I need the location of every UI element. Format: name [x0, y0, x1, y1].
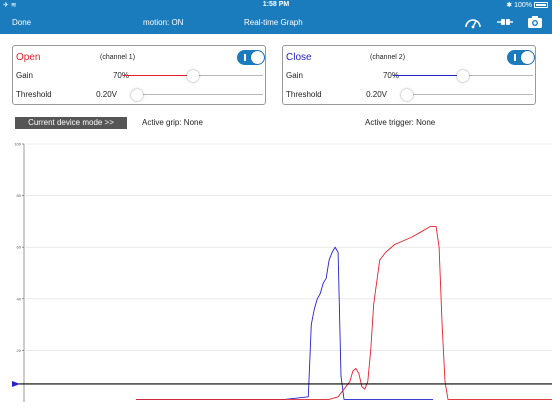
channel-number: (channel 2)	[370, 54, 406, 61]
active-grip-status: Active grip: None	[142, 118, 203, 127]
channel-number: (channel 1)	[100, 54, 136, 61]
gain-label: Gain	[286, 71, 303, 80]
motion-status[interactable]: motion: ON	[143, 18, 184, 27]
toggle-on-mark	[514, 54, 516, 61]
y-tick-label: 60	[17, 245, 22, 250]
slider-thumb[interactable]	[187, 70, 199, 82]
gain-label: Gain	[16, 71, 33, 80]
toggle-knob	[521, 51, 534, 64]
threshold-value: 0.20V	[96, 90, 117, 99]
slider-thumb[interactable]	[457, 70, 469, 82]
open-threshold-slider[interactable]	[131, 89, 263, 101]
battery-icon	[534, 2, 548, 8]
current-device-mode-button[interactable]: Current device mode >>	[15, 117, 127, 129]
slider-thumb[interactable]	[131, 89, 143, 101]
channel-name: Open	[16, 52, 41, 63]
open-channel-toggle[interactable]	[237, 50, 265, 65]
threshold-label: Threshold	[16, 90, 52, 99]
graph-canvas: 100 80 60 40 20	[12, 142, 552, 402]
status-right: ✱ 100%	[506, 1, 548, 9]
y-tick-label: 20	[17, 348, 22, 353]
threshold-value: 0.20V	[366, 90, 387, 99]
y-tick-label: 40	[17, 296, 22, 301]
camera-icon[interactable]	[526, 15, 544, 29]
active-trigger-status: Active trigger: None	[365, 118, 436, 127]
slider-fill	[123, 75, 193, 76]
series-line	[136, 246, 434, 400]
threshold-label: Threshold	[286, 90, 322, 99]
airplane-wifi-icon: ✈ ︎≋	[3, 2, 17, 9]
battery-percent: 100%	[514, 1, 532, 9]
slider-fill	[393, 75, 463, 76]
gain-value: 70%	[112, 71, 129, 80]
threshold-marker-icon[interactable]	[12, 380, 20, 387]
y-tick-label: 100	[14, 142, 21, 147]
slider-track	[401, 94, 533, 95]
status-time: 1:58 PM	[262, 1, 290, 8]
close-channel-toggle[interactable]	[507, 50, 535, 65]
top-bar: ✈ ︎≋ 1:58 PM ✱ 100% Done motion: ON Real…	[0, 0, 552, 34]
open-channel-panel: Open (channel 1) Gain 70% Threshold 0.20…	[12, 45, 266, 105]
slider-thumb[interactable]	[401, 89, 413, 101]
series-line	[136, 226, 552, 400]
done-button[interactable]: Done	[12, 18, 32, 27]
slider-track	[131, 94, 263, 95]
gain-value: 70%	[382, 71, 399, 80]
realtime-graph: 100 80 60 40 20	[0, 140, 552, 410]
speedometer-icon[interactable]	[464, 15, 482, 29]
toggle-knob	[251, 51, 264, 64]
y-tick-label: 80	[17, 193, 22, 198]
toggle-on-mark	[244, 54, 246, 61]
close-threshold-slider[interactable]	[401, 89, 533, 101]
connect-plug-icon[interactable]	[496, 15, 514, 29]
channel-name: Close	[286, 52, 312, 63]
open-gain-slider[interactable]	[123, 70, 263, 82]
bluetooth-icon: ✱	[506, 2, 513, 9]
page-title: Real-time Graph	[244, 18, 303, 27]
close-gain-slider[interactable]	[393, 70, 533, 82]
close-channel-panel: Close (channel 2) Gain 70% Threshold 0.2…	[282, 45, 536, 105]
